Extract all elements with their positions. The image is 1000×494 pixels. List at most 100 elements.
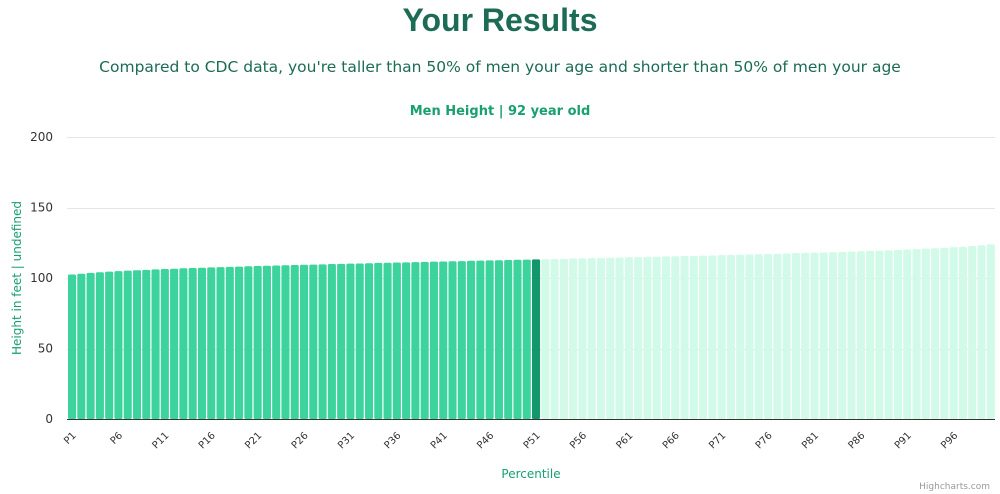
bar[interactable]	[671, 256, 680, 419]
bar[interactable]	[726, 254, 735, 419]
bar[interactable]	[485, 260, 494, 420]
bar[interactable]	[931, 248, 940, 419]
bar[interactable]	[494, 260, 503, 419]
bar[interactable]	[949, 247, 958, 419]
bar[interactable]	[179, 268, 188, 419]
bar[interactable]	[903, 249, 912, 419]
bar[interactable]	[810, 252, 819, 419]
bar[interactable]	[439, 261, 448, 420]
bar[interactable]	[764, 254, 773, 419]
bar[interactable]	[689, 255, 698, 419]
bar-your-percentile[interactable]	[532, 259, 541, 419]
bar[interactable]	[866, 250, 875, 419]
bar[interactable]	[550, 258, 559, 419]
bar[interactable]	[95, 272, 104, 419]
bar[interactable]	[791, 253, 800, 419]
bar[interactable]	[392, 262, 401, 419]
bar[interactable]	[207, 267, 216, 419]
bar[interactable]	[318, 264, 327, 419]
bar[interactable]	[606, 257, 615, 419]
bar[interactable]	[856, 251, 865, 419]
bar[interactable]	[132, 270, 142, 419]
bar[interactable]	[290, 265, 299, 419]
bar[interactable]	[596, 257, 606, 419]
bar[interactable]	[587, 258, 596, 419]
bar[interactable]	[420, 261, 429, 419]
bar[interactable]	[522, 259, 531, 419]
bar[interactable]	[968, 245, 977, 419]
bar[interactable]	[513, 259, 522, 419]
bar[interactable]	[151, 269, 160, 419]
bar[interactable]	[958, 246, 967, 419]
bar[interactable]	[708, 255, 717, 419]
bar[interactable]	[170, 268, 179, 419]
bar[interactable]	[160, 268, 169, 419]
bar[interactable]	[123, 270, 132, 419]
bar[interactable]	[661, 256, 670, 419]
bar[interactable]	[680, 256, 689, 419]
bar[interactable]	[847, 251, 856, 419]
bar[interactable]	[411, 262, 420, 419]
bar[interactable]	[225, 266, 234, 419]
bar[interactable]	[940, 247, 949, 419]
bar[interactable]	[216, 267, 225, 419]
bar[interactable]	[374, 262, 383, 419]
bar[interactable]	[652, 256, 661, 419]
bar[interactable]	[68, 274, 77, 419]
bar[interactable]	[429, 261, 438, 419]
bar[interactable]	[559, 258, 568, 419]
bar[interactable]	[912, 249, 921, 419]
bar[interactable]	[272, 265, 281, 419]
bar[interactable]	[884, 250, 893, 419]
bar[interactable]	[309, 264, 318, 419]
bar[interactable]	[717, 255, 726, 419]
bar[interactable]	[105, 271, 114, 419]
bar[interactable]	[986, 244, 995, 419]
bar[interactable]	[754, 254, 763, 419]
bar[interactable]	[448, 261, 457, 419]
bar[interactable]	[828, 252, 838, 419]
bar[interactable]	[77, 273, 86, 419]
bar[interactable]	[615, 257, 624, 419]
bar[interactable]	[114, 271, 123, 419]
bar[interactable]	[281, 265, 290, 419]
bar[interactable]	[624, 257, 633, 419]
bar[interactable]	[402, 262, 411, 419]
bar[interactable]	[457, 261, 466, 419]
bar[interactable]	[699, 255, 708, 419]
bar[interactable]	[253, 266, 262, 419]
bar[interactable]	[86, 272, 95, 419]
bar[interactable]	[643, 256, 652, 419]
bar[interactable]	[782, 253, 791, 419]
bar[interactable]	[355, 263, 364, 419]
bar[interactable]	[541, 259, 550, 419]
bar[interactable]	[875, 250, 884, 419]
bar[interactable]	[745, 254, 754, 419]
bar[interactable]	[476, 260, 485, 419]
bar[interactable]	[300, 264, 309, 419]
bar[interactable]	[188, 267, 197, 419]
bar[interactable]	[244, 266, 253, 419]
bar[interactable]	[773, 253, 782, 419]
bar[interactable]	[921, 248, 930, 419]
bar[interactable]	[819, 252, 828, 419]
bar[interactable]	[337, 263, 346, 419]
bar[interactable]	[235, 266, 244, 419]
bar[interactable]	[327, 264, 336, 419]
bar[interactable]	[977, 245, 986, 419]
bar[interactable]	[578, 258, 587, 419]
bar[interactable]	[569, 258, 578, 419]
bar[interactable]	[504, 259, 513, 419]
bar[interactable]	[383, 262, 392, 419]
bar[interactable]	[736, 254, 745, 419]
bar[interactable]	[893, 249, 902, 419]
bar[interactable]	[346, 263, 355, 419]
bar[interactable]	[364, 263, 374, 419]
bar[interactable]	[467, 260, 476, 419]
bar[interactable]	[197, 267, 206, 419]
bar[interactable]	[142, 269, 151, 419]
bar[interactable]	[838, 251, 847, 419]
bar[interactable]	[801, 252, 810, 419]
credits-link[interactable]: Highcharts.com	[919, 482, 990, 492]
bar[interactable]	[634, 257, 643, 419]
